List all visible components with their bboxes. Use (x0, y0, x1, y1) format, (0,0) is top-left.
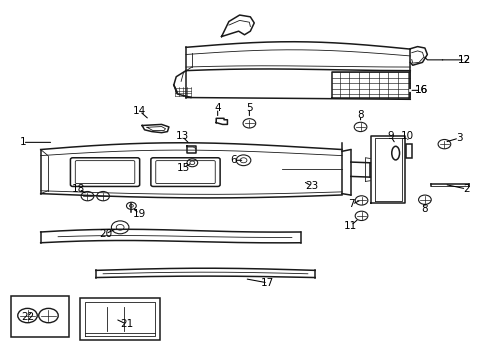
Text: 11: 11 (344, 221, 357, 230)
Text: 22: 22 (21, 312, 34, 322)
Text: 16: 16 (413, 85, 427, 95)
Text: 8: 8 (421, 204, 427, 214)
Text: 23: 23 (305, 181, 318, 191)
Text: 7: 7 (348, 199, 354, 210)
Bar (406, 144, 411, 158)
Bar (11, 296, 69, 337)
Text: 8: 8 (357, 111, 363, 121)
Text: 3: 3 (455, 133, 462, 143)
Text: 21: 21 (120, 319, 133, 329)
Text: 12: 12 (457, 55, 470, 65)
Text: 9: 9 (386, 131, 393, 141)
Text: 10: 10 (401, 131, 413, 141)
Text: 14: 14 (133, 106, 146, 116)
Text: 5: 5 (245, 103, 252, 113)
Text: 13: 13 (175, 131, 188, 141)
Text: 16: 16 (413, 85, 427, 95)
Text: 2: 2 (462, 184, 468, 194)
Text: 19: 19 (132, 209, 145, 219)
Text: 15: 15 (176, 163, 189, 173)
Text: 12: 12 (457, 55, 470, 65)
Text: 18: 18 (72, 184, 85, 194)
Text: 20: 20 (99, 229, 112, 239)
Text: 4: 4 (214, 103, 221, 113)
Text: 6: 6 (230, 155, 237, 165)
Text: 17: 17 (261, 278, 274, 288)
Bar (80, 298, 160, 339)
Text: 1: 1 (20, 138, 26, 147)
